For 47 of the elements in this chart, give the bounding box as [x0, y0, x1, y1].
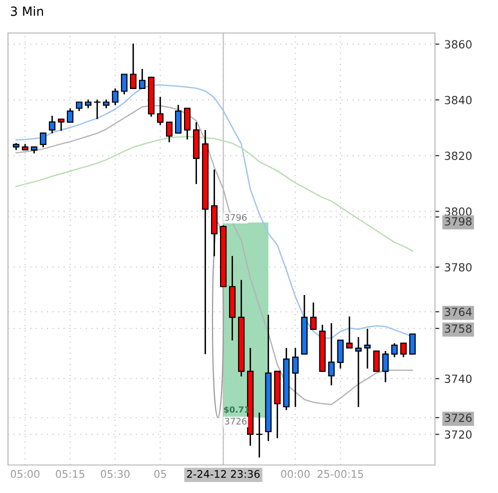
candlestick — [175, 104, 182, 134]
candlestick — [156, 96, 164, 126]
candlestick — [48, 115, 56, 134]
candlestick — [166, 121, 173, 143]
candlestick — [120, 74, 128, 96]
y-tick-label: 3798 — [444, 217, 472, 226]
candlestick — [346, 316, 353, 349]
annotation: 3796 — [224, 214, 247, 221]
candlestick — [310, 302, 317, 330]
x-tick-label: 00:00 — [281, 470, 310, 478]
candlestick — [391, 342, 398, 358]
y-tick-label: 3726 — [444, 414, 472, 422]
candlestick — [355, 336, 362, 408]
y-tick-label: 3800 — [444, 207, 472, 216]
x-tick-label: 2-24-12 23:36 — [187, 470, 260, 478]
x-tick-label: 05:00 — [10, 470, 40, 478]
candlestick — [130, 42, 136, 90]
candlestick — [409, 333, 416, 355]
candlestick — [400, 342, 407, 358]
candlestick — [184, 108, 191, 140]
chart-title: 3 Min — [10, 6, 44, 16]
annotation: 3726 — [224, 418, 247, 425]
candlestick — [66, 108, 74, 123]
candlestick — [337, 339, 344, 370]
y-tick-label: 3720 — [444, 430, 472, 439]
y-tick-label: 3780 — [444, 263, 472, 272]
candlestick — [256, 412, 263, 458]
candlestick — [292, 347, 299, 408]
candlestick — [328, 322, 335, 386]
x-tick-label: 05:30 — [100, 470, 130, 478]
candlestick — [58, 118, 64, 132]
candlestick — [112, 88, 118, 106]
x-tick-label: 25-00:15 — [318, 470, 364, 478]
candlestick — [94, 98, 100, 120]
candlestick — [364, 328, 371, 370]
candlestick — [373, 350, 380, 372]
y-tick-label: 3860 — [444, 40, 472, 49]
candlestick — [40, 132, 46, 148]
y-tick-label: 3840 — [444, 96, 472, 104]
y-tick-label: 3740 — [444, 374, 472, 383]
y-tick-label: 3820 — [444, 152, 472, 160]
x-tick-label: 05:15 — [56, 470, 84, 478]
y-tick-label: 3758 — [444, 324, 472, 333]
candlestick — [138, 68, 146, 90]
y-tick-label: 3764 — [444, 308, 472, 316]
candlestick — [382, 350, 389, 383]
x-tick-label: 05 — [154, 470, 166, 478]
